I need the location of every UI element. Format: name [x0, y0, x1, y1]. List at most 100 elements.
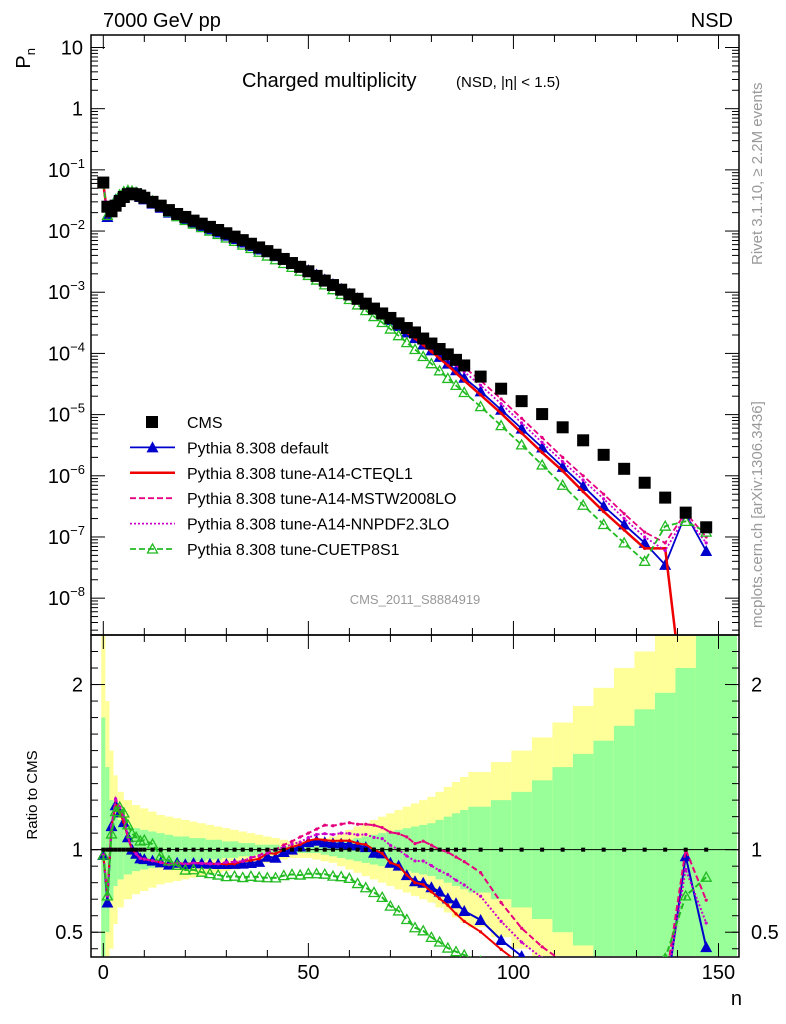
ratio-point: [499, 919, 503, 923]
ratio-point: [421, 882, 425, 887]
y-tick-label: 10−2: [48, 217, 85, 243]
cms-ratio: [101, 847, 709, 852]
data-point: [400, 336, 413, 348]
data-point: [557, 972, 569, 983]
data-point: [376, 891, 389, 903]
data-point: [408, 921, 422, 933]
data-point: [212, 868, 225, 880]
cms-ratio-point: [240, 847, 245, 852]
data-point: [536, 408, 549, 421]
y-axis-label-main: Pn: [13, 48, 38, 69]
legend-marker: [146, 416, 158, 428]
data-point: [458, 904, 471, 916]
ratio-point: [339, 822, 343, 826]
ratio-point: [306, 831, 310, 835]
ratio-point: [520, 926, 524, 930]
ratio-point: [413, 842, 417, 846]
data-point: [134, 834, 147, 846]
ratio-point: [232, 860, 237, 864]
x-tick-label: 50: [297, 962, 319, 984]
ratio-point: [684, 1012, 687, 1015]
ratio-point: [582, 989, 585, 992]
data-point: [540, 450, 544, 455]
data-point: [643, 535, 647, 539]
data-point: [474, 370, 487, 383]
ratio-point: [249, 856, 253, 860]
legend: CMS Pythia 8.308 default Pythia 8.308 tune…: [130, 415, 456, 559]
data-point: [602, 497, 606, 501]
ratio-y-tick-label-right: 0.5: [751, 922, 779, 944]
ratio-point: [479, 930, 483, 934]
cms-ratio-point: [413, 847, 417, 852]
ratio-point: [372, 835, 376, 840]
ratio-point: [314, 827, 319, 831]
cms-ratio-point: [388, 847, 393, 852]
ratio-point: [499, 901, 503, 905]
cms-ratio-point: [519, 847, 524, 852]
data-point: [269, 851, 282, 863]
y-tick-label: 10−1: [48, 156, 85, 182]
data-point: [138, 833, 151, 845]
ratio-y-tick-label: 1: [72, 840, 83, 862]
data-point: [441, 941, 454, 953]
ratio-point: [216, 862, 220, 866]
cms-ratio-point: [125, 847, 130, 852]
stat-uncertainty-band: [634, 709, 655, 956]
ratio-y-tick-label: 0.5: [55, 922, 83, 944]
cms-ratio-point: [298, 847, 303, 852]
stat-uncertainty-band: [613, 725, 635, 956]
rivet-version-label: Rivet 3.1.10, ≥ 2.2M events: [749, 83, 766, 266]
cms-ratio-point: [207, 847, 212, 852]
ratio-point: [347, 821, 351, 825]
cms-ratio-point: [371, 847, 376, 852]
legend-entry: CMS: [146, 415, 223, 432]
data-point: [520, 416, 524, 420]
legend-entry: Pythia 8.308 tune-A14-NNPDF2.3LO: [130, 517, 449, 534]
data-point: [146, 441, 159, 453]
ratio-point: [314, 832, 319, 837]
data-point: [125, 827, 139, 839]
data-point: [417, 350, 430, 362]
ratio-point: [224, 860, 228, 864]
ratio-point: [413, 859, 417, 863]
cms-ratio-point: [306, 847, 311, 852]
ratio-point: [704, 921, 708, 925]
data-point: [171, 858, 184, 870]
x-tick-label: 100: [497, 962, 530, 984]
ratio-point: [643, 992, 646, 995]
data-point: [113, 800, 126, 812]
ratio-point: [339, 831, 343, 835]
data-point: [537, 986, 547, 995]
data-point: [474, 400, 487, 412]
ratio-point: [541, 956, 544, 957]
data-point: [700, 870, 713, 882]
data-point: [618, 536, 631, 548]
data-point: [351, 877, 364, 889]
cms-ratio-point: [421, 847, 426, 852]
data-point: [441, 357, 454, 369]
cms-ratio-point: [622, 847, 627, 852]
ratio-point: [355, 833, 360, 837]
stat-uncertainty-band: [716, 636, 737, 956]
data-point: [479, 393, 483, 397]
legend-entry: Pythia 8.308 tune-A14-CTEQL1: [130, 466, 413, 483]
legend-entry: Pythia 8.308 default: [130, 440, 329, 457]
stat-uncertainty-band: [654, 692, 676, 956]
ratio-point: [623, 988, 626, 991]
data-point: [540, 436, 544, 440]
data-point: [441, 372, 454, 384]
data-point: [294, 868, 307, 880]
ratio-point: [290, 839, 294, 844]
ratio-point: [134, 852, 138, 856]
ratio-point: [257, 854, 261, 858]
data-point: [449, 945, 463, 957]
cms-ratio-point: [314, 847, 319, 852]
ratio-point: [623, 997, 626, 1000]
data-point: [558, 991, 568, 1000]
ratio-point: [396, 864, 401, 868]
cms-ratio-point: [404, 847, 409, 852]
header-beam-label: 7000 GeV pp: [103, 10, 221, 32]
data-point: [97, 848, 110, 860]
ratio-point: [479, 894, 483, 898]
data-point: [462, 378, 466, 383]
